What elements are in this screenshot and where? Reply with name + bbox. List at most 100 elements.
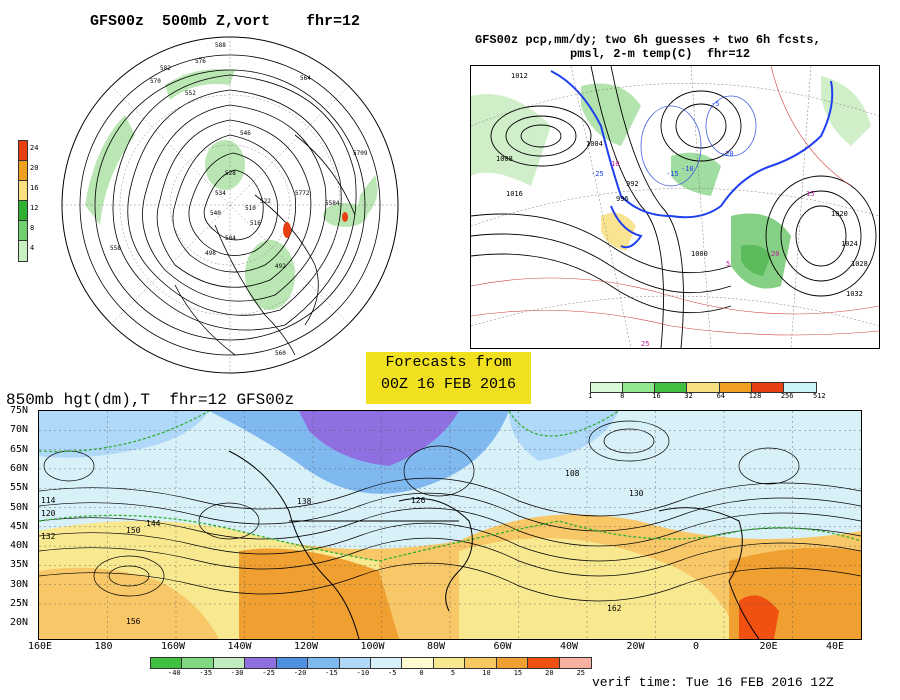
contour-label: 1028 (851, 260, 868, 268)
h850-height-contours (39, 420, 861, 602)
contour-label: 588 (215, 42, 226, 49)
contour-label: 20 (771, 250, 779, 258)
colorbar-swatch (622, 382, 657, 393)
contour-label: -15 (666, 170, 679, 178)
colorbar-label: -25 (262, 669, 275, 677)
lon-tick-label: 100W (360, 641, 385, 652)
contour-label: 1032 (846, 290, 863, 298)
contour-label: 552 (185, 90, 196, 97)
contour-label: 5709 (353, 150, 368, 157)
verif-time: verif time: Tue 16 FEB 2016 12Z (592, 675, 834, 690)
pcp-title-line2: pmsl, 2-m temp(C) fhr=12 (570, 47, 751, 61)
colorbar-swatch (370, 657, 404, 669)
contour-label: 114 (41, 496, 56, 505)
colorbar-label: -5 (388, 669, 397, 677)
contour-label: 1024 (841, 240, 858, 248)
contour-label: 1012 (511, 72, 528, 80)
contour-label: -10 (681, 165, 694, 173)
colorbar-swatch (18, 180, 28, 202)
h850-map: 114 120 132 138 144 150 156 162 126 108 130 (38, 410, 862, 640)
temp-colorbar: -40 -35 -30 -25 -20 -15 -10 -5 0 5 10 15 20 25 (150, 657, 592, 679)
contour-label: 516 (250, 220, 261, 227)
contour-label: 156 (126, 617, 141, 626)
contour-label: 510 (245, 205, 256, 212)
colorbar-swatch (18, 140, 28, 162)
colorbar-label: 20 (545, 669, 554, 677)
colorbar-label: -40 (168, 669, 181, 677)
lat-tick-label: 40N (10, 540, 29, 552)
colorbar-label: 64 (716, 392, 725, 400)
colorbar-swatch (150, 657, 184, 669)
colorbar-label: -30 (230, 669, 244, 677)
colorbar-swatch (181, 657, 215, 669)
lon-tick-label: 40W (560, 641, 579, 652)
contour-label: 126 (411, 496, 426, 505)
colorbar-swatch (18, 240, 28, 262)
colorbar-label: 4 (30, 244, 35, 252)
colorbar-swatch (432, 657, 467, 669)
coastlines-borders (228, 450, 760, 639)
z500-latlon-grid (62, 37, 398, 373)
contour-label: -20 (721, 150, 734, 158)
colorbar-label: 10 (482, 669, 491, 677)
contour-label: 564 (300, 75, 311, 82)
contour-label: 162 (607, 604, 622, 613)
contour-label: 25 (641, 340, 649, 348)
colorbar-label: 0 (419, 669, 424, 677)
z500-title: GFS00z 500mb Z,vort fhr=12 (90, 13, 361, 30)
colorbar-label: 8 (30, 224, 35, 232)
contour-label: 138 (297, 497, 312, 506)
colorbar-label: 32 (684, 392, 693, 400)
colorbar-label: 1 (588, 392, 593, 400)
lon-tick-label: 160E (28, 641, 53, 652)
contour-label: -5 (711, 100, 719, 108)
contour-label: 534 (215, 190, 226, 197)
colorbar-label: 8 (620, 392, 625, 400)
z500-polar-map: 588 576 570 564 582 552 546 528 534 540 516 510 504 4… (61, 36, 399, 374)
colorbar-label: 5 (450, 669, 456, 677)
colorbar-label: 256 (780, 392, 794, 400)
contour-label: 582 (160, 65, 171, 72)
colorbar-swatch (338, 657, 372, 669)
banner-line1: Forecasts from (385, 354, 512, 371)
contour-label: 132 (41, 532, 56, 541)
contour-label: 992 (626, 180, 639, 188)
lon-tick-label: 160W (161, 641, 186, 652)
colorbar-swatch (18, 200, 28, 222)
contour-label: 10 (611, 160, 619, 168)
colorbar-swatch (558, 657, 592, 669)
lon-tick-label: 80W (427, 641, 446, 652)
colorbar-label: 25 (576, 669, 585, 677)
contour-label: 1000 (691, 250, 708, 258)
lon-tick-label: 180 (94, 641, 113, 652)
cold-temp-contours (640, 95, 757, 187)
contour-label: 576 (195, 58, 206, 65)
lat-tick-label: 35N (10, 559, 29, 571)
contour-label: 560 (275, 350, 286, 357)
lat-tick-label: 45N (10, 520, 29, 532)
colorbar-swatch (782, 382, 817, 393)
lat-tick-label: 60N (10, 462, 29, 474)
pcp-colorbar: 1 8 16 32 64 128 256 512 (588, 382, 826, 400)
contour-label: 546 (240, 130, 251, 137)
colorbar-swatch (244, 657, 278, 669)
pmsl-isobars (471, 66, 877, 348)
h850-graticule (39, 411, 861, 639)
contour-label: 5772 (295, 190, 310, 197)
z500-vort-hotspots (283, 212, 348, 238)
colorbar-swatch (307, 657, 341, 669)
contour-label: 558 (110, 245, 121, 252)
colorbar-label: 15 (513, 669, 523, 677)
colorbar-swatch (18, 160, 28, 182)
contour-label: 498 (205, 250, 216, 257)
pcp-graticule (471, 66, 879, 348)
lon-tick-label: 20E (759, 641, 778, 652)
lon-tick-label: 0 (693, 641, 700, 652)
colorbar-swatch (464, 657, 498, 669)
contour-label: 5 (726, 260, 730, 268)
colorbar-swatch (590, 382, 625, 393)
contour-label: 5584 (325, 200, 340, 207)
colorbar-label: 12 (30, 204, 39, 212)
z500-vort-fill (85, 69, 378, 310)
contour-label: 120 (41, 509, 56, 518)
